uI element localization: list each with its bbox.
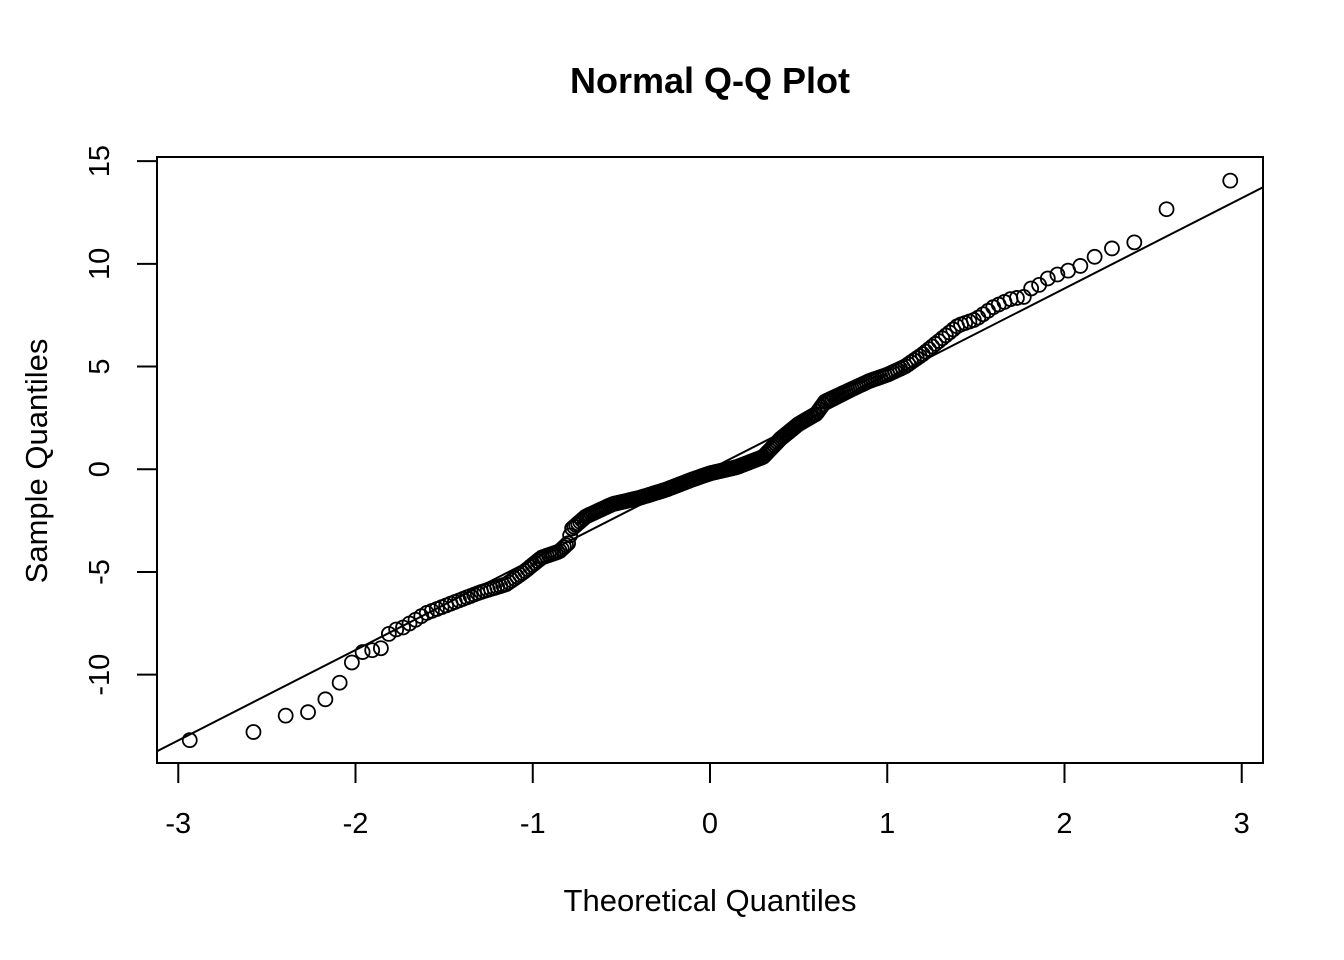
y-tick-label: 10 xyxy=(84,248,116,280)
qq-point xyxy=(1104,240,1120,257)
plot-frame xyxy=(156,156,1264,764)
qq-point xyxy=(181,732,198,749)
qq-point xyxy=(1009,290,1025,306)
y-tick-label: 15 xyxy=(84,145,116,177)
qq-point xyxy=(1049,266,1066,283)
qq-point xyxy=(331,674,348,691)
data-points xyxy=(181,172,1239,749)
y-axis: -10 -5 0 5 10 15 xyxy=(84,145,158,696)
x-tick-label: 0 xyxy=(702,808,718,840)
qq-point xyxy=(372,640,389,657)
x-axis: -3 -2 -1 0 1 2 3 xyxy=(165,762,1250,840)
qq-point xyxy=(1072,258,1089,274)
qq-point xyxy=(1023,280,1040,297)
qq-point xyxy=(364,642,381,659)
qq-point xyxy=(945,321,962,338)
x-tick-label: 3 xyxy=(1234,808,1250,840)
qq-point xyxy=(1158,201,1175,218)
qq-point xyxy=(388,621,405,638)
qq-point xyxy=(970,309,987,326)
qq-point xyxy=(558,537,574,554)
x-tick-label: 1 xyxy=(879,808,895,840)
y-tick-label: -10 xyxy=(84,654,116,696)
chart-title: Normal Q-Q Plot xyxy=(570,60,850,101)
qq-point xyxy=(1126,234,1143,251)
y-tick-label: 5 xyxy=(84,358,116,374)
y-axis-label: Sample Quantiles xyxy=(19,339,54,584)
qq-point xyxy=(343,654,360,671)
qq-point xyxy=(277,707,294,724)
x-tick-label: 2 xyxy=(1056,808,1072,840)
qq-point xyxy=(1039,270,1056,287)
qq-point xyxy=(1222,172,1239,189)
qq-point xyxy=(245,724,262,740)
qq-point xyxy=(354,644,371,660)
x-tick-label: -1 xyxy=(520,808,546,840)
qq-point xyxy=(300,704,316,721)
qq-point xyxy=(560,535,576,552)
qq-point xyxy=(317,691,334,708)
y-tick-label: 0 xyxy=(84,461,116,477)
qq-point xyxy=(1086,248,1103,265)
y-tick-label: -5 xyxy=(84,559,116,585)
x-tick-label: -3 xyxy=(165,808,191,840)
x-axis-label: Theoretical Quantiles xyxy=(564,883,857,918)
x-tick-label: -2 xyxy=(343,808,369,840)
